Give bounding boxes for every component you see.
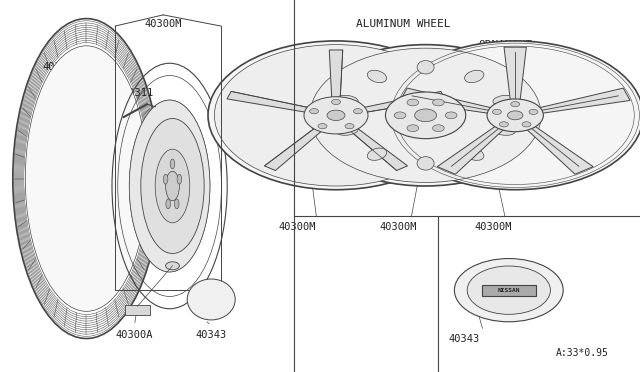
- Text: 40300M: 40300M: [474, 222, 511, 232]
- Text: 40312: 40312: [42, 62, 73, 72]
- Ellipse shape: [170, 159, 175, 169]
- Ellipse shape: [177, 174, 182, 184]
- Ellipse shape: [493, 95, 516, 106]
- Polygon shape: [526, 125, 593, 174]
- Ellipse shape: [335, 95, 358, 106]
- Polygon shape: [349, 127, 408, 170]
- Circle shape: [487, 99, 543, 132]
- Ellipse shape: [166, 171, 179, 201]
- Ellipse shape: [156, 149, 190, 223]
- Ellipse shape: [175, 199, 179, 209]
- FancyBboxPatch shape: [125, 305, 150, 315]
- Ellipse shape: [188, 279, 236, 320]
- Circle shape: [166, 262, 179, 270]
- Circle shape: [387, 41, 640, 190]
- Circle shape: [394, 112, 406, 119]
- Ellipse shape: [465, 148, 484, 160]
- Circle shape: [385, 92, 466, 139]
- Circle shape: [318, 124, 327, 129]
- Circle shape: [511, 102, 520, 107]
- Ellipse shape: [26, 46, 147, 311]
- Circle shape: [407, 99, 419, 106]
- Circle shape: [332, 99, 340, 105]
- Circle shape: [353, 109, 362, 114]
- Circle shape: [467, 266, 550, 314]
- Text: 40300M: 40300M: [279, 222, 316, 232]
- Text: A:33*0.95: A:33*0.95: [556, 349, 609, 358]
- Circle shape: [433, 125, 444, 132]
- Bar: [482, 285, 536, 296]
- Ellipse shape: [493, 125, 516, 135]
- Text: 40311: 40311: [122, 88, 153, 98]
- Circle shape: [492, 109, 501, 115]
- Circle shape: [345, 124, 354, 129]
- Ellipse shape: [166, 199, 170, 209]
- Circle shape: [499, 122, 508, 127]
- Circle shape: [208, 41, 464, 190]
- Polygon shape: [400, 88, 493, 113]
- Circle shape: [508, 111, 523, 120]
- Circle shape: [522, 122, 531, 127]
- Circle shape: [433, 99, 444, 106]
- Circle shape: [415, 109, 436, 122]
- Ellipse shape: [417, 157, 434, 170]
- Text: ALUMINUM WHEEL: ALUMINUM WHEEL: [356, 19, 451, 29]
- Circle shape: [310, 48, 541, 182]
- Text: 40300M: 40300M: [380, 222, 417, 232]
- Text: ORNAMENT: ORNAMENT: [479, 40, 532, 49]
- Circle shape: [304, 45, 547, 186]
- Ellipse shape: [367, 70, 387, 83]
- Text: 40300A: 40300A: [116, 330, 153, 340]
- Circle shape: [310, 109, 319, 114]
- Circle shape: [214, 45, 458, 186]
- Ellipse shape: [129, 100, 210, 272]
- Text: 40224: 40224: [161, 114, 191, 124]
- Polygon shape: [264, 127, 323, 170]
- Polygon shape: [329, 50, 343, 99]
- Ellipse shape: [335, 125, 358, 135]
- Polygon shape: [361, 92, 445, 113]
- Text: 40343: 40343: [196, 330, 227, 340]
- Circle shape: [445, 112, 457, 119]
- Ellipse shape: [367, 148, 387, 160]
- Text: 40343: 40343: [449, 334, 479, 343]
- Text: NISSAN: NISSAN: [497, 288, 520, 293]
- Ellipse shape: [417, 61, 434, 74]
- Circle shape: [304, 97, 368, 134]
- Ellipse shape: [465, 70, 484, 83]
- Polygon shape: [504, 47, 526, 101]
- Ellipse shape: [141, 118, 204, 254]
- Polygon shape: [437, 125, 504, 174]
- Text: 40300M: 40300M: [145, 19, 182, 29]
- Circle shape: [327, 110, 345, 121]
- Circle shape: [529, 109, 538, 115]
- Polygon shape: [538, 88, 630, 113]
- Ellipse shape: [163, 174, 168, 184]
- Circle shape: [454, 259, 563, 322]
- Circle shape: [407, 125, 419, 132]
- Polygon shape: [227, 92, 311, 113]
